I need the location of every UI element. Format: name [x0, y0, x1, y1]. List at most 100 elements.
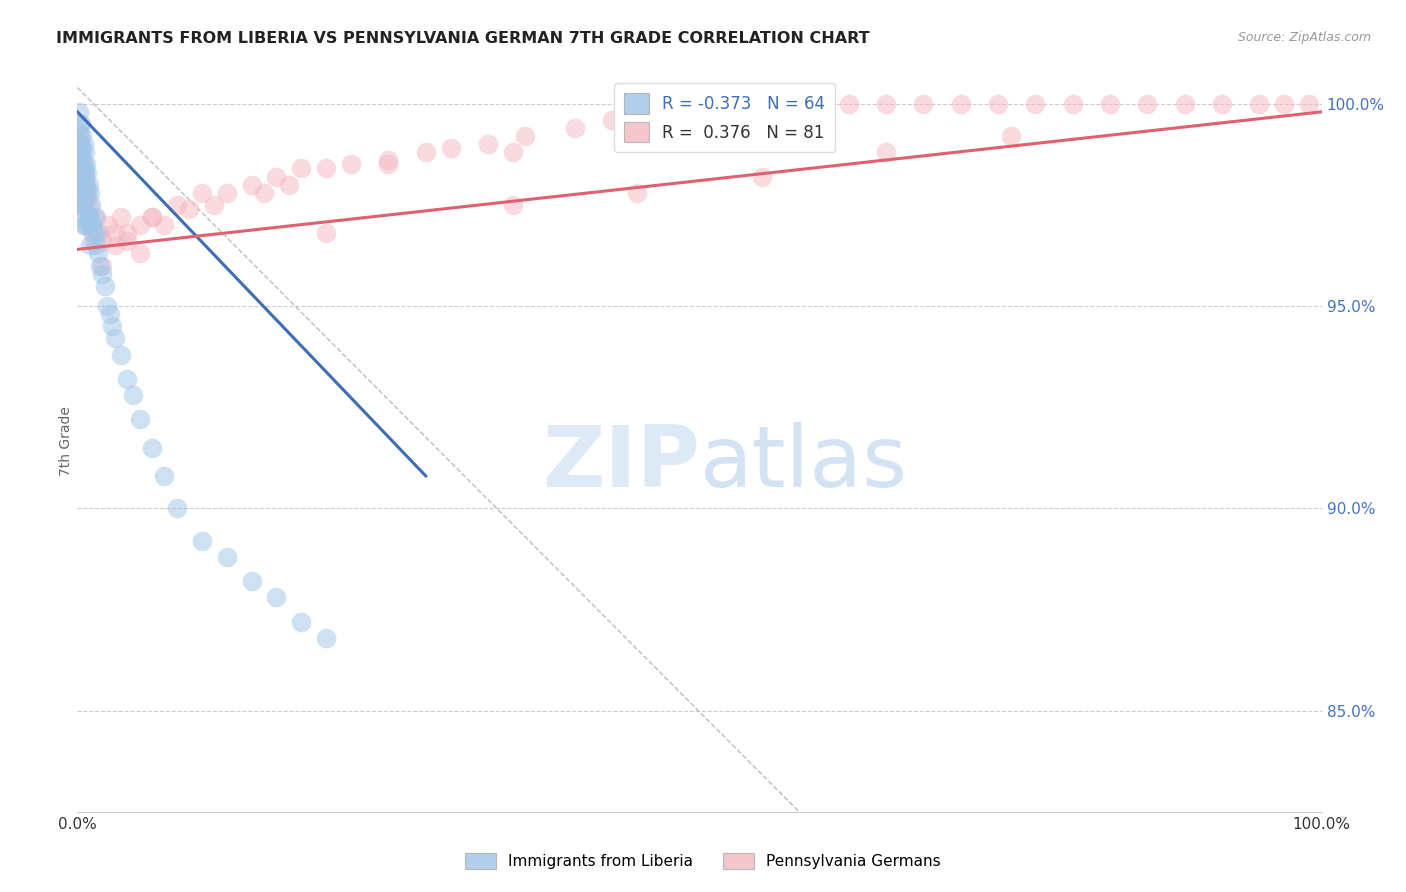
Point [82, 226, 104, 240]
Point [240, 178, 263, 192]
Point [70, 169, 93, 184]
Text: Source: ZipAtlas.com: Source: ZipAtlas.com [1237, 31, 1371, 45]
Point [290, 161, 312, 176]
Point [104, 238, 127, 252]
Point [70, 198, 93, 212]
Point [79, 210, 101, 224]
Point [69, 153, 91, 168]
Point [800, 96, 823, 111]
Point [73, 186, 96, 200]
Point [1000, 129, 1022, 144]
Point [266, 591, 288, 605]
Point [141, 441, 163, 455]
Point [75, 210, 97, 224]
Point [73, 169, 96, 184]
Point [502, 145, 524, 160]
Point [377, 157, 399, 171]
Point [202, 198, 225, 212]
Point [101, 319, 124, 334]
Point [912, 96, 935, 111]
Point [751, 169, 773, 184]
Point [875, 96, 897, 111]
Point [602, 112, 624, 127]
Point [1298, 96, 1320, 111]
Point [1174, 96, 1197, 111]
Point [340, 157, 363, 171]
Point [83, 210, 105, 224]
Point [67, 169, 90, 184]
Point [725, 101, 748, 115]
Point [89, 226, 111, 240]
Point [69, 178, 91, 192]
Point [77, 210, 100, 224]
Point [104, 331, 127, 345]
Point [763, 101, 786, 115]
Point [72, 178, 94, 192]
Point [67, 165, 90, 179]
Point [115, 226, 138, 240]
Point [166, 501, 188, 516]
Point [266, 169, 288, 184]
Point [277, 178, 299, 192]
Point [72, 137, 94, 152]
Point [141, 210, 163, 224]
Point [502, 198, 524, 212]
Point [67, 137, 90, 152]
Point [83, 234, 105, 248]
Point [75, 178, 97, 192]
Point [79, 238, 101, 252]
Point [70, 137, 93, 152]
Point [82, 218, 104, 232]
Point [77, 178, 100, 192]
Point [191, 186, 214, 200]
Point [80, 198, 103, 212]
Point [141, 210, 163, 224]
Point [70, 117, 93, 131]
Point [93, 278, 115, 293]
Point [1062, 96, 1084, 111]
Text: ZIP: ZIP [541, 422, 700, 505]
Point [240, 574, 263, 588]
Point [89, 259, 111, 273]
Point [626, 186, 648, 200]
Point [84, 210, 107, 224]
Point [75, 206, 97, 220]
Point [987, 96, 1010, 111]
Point [315, 226, 337, 240]
Point [69, 129, 91, 144]
Point [128, 412, 150, 426]
Point [98, 307, 121, 321]
Point [72, 198, 94, 212]
Point [73, 218, 96, 232]
Point [1249, 96, 1271, 111]
Point [477, 137, 499, 152]
Point [97, 218, 120, 232]
Point [179, 202, 201, 216]
Point [96, 299, 118, 313]
Point [72, 129, 94, 144]
Point [315, 161, 337, 176]
Point [70, 145, 93, 160]
Point [72, 161, 94, 176]
Legend: Immigrants from Liberia, Pennsylvania Germans: Immigrants from Liberia, Pennsylvania Ge… [458, 847, 948, 875]
Point [1024, 96, 1046, 111]
Point [79, 186, 101, 200]
Point [166, 198, 188, 212]
Point [110, 347, 132, 361]
Point [104, 226, 127, 240]
Point [77, 198, 100, 212]
Point [1272, 96, 1295, 111]
Point [91, 267, 114, 281]
Point [115, 372, 138, 386]
Point [1136, 96, 1159, 111]
Point [70, 178, 93, 192]
Point [72, 198, 94, 212]
Point [72, 218, 94, 232]
Point [76, 190, 98, 204]
Point [838, 96, 860, 111]
Point [69, 137, 91, 152]
Point [153, 218, 176, 232]
Point [86, 226, 108, 240]
Point [215, 549, 238, 564]
Point [73, 145, 96, 160]
